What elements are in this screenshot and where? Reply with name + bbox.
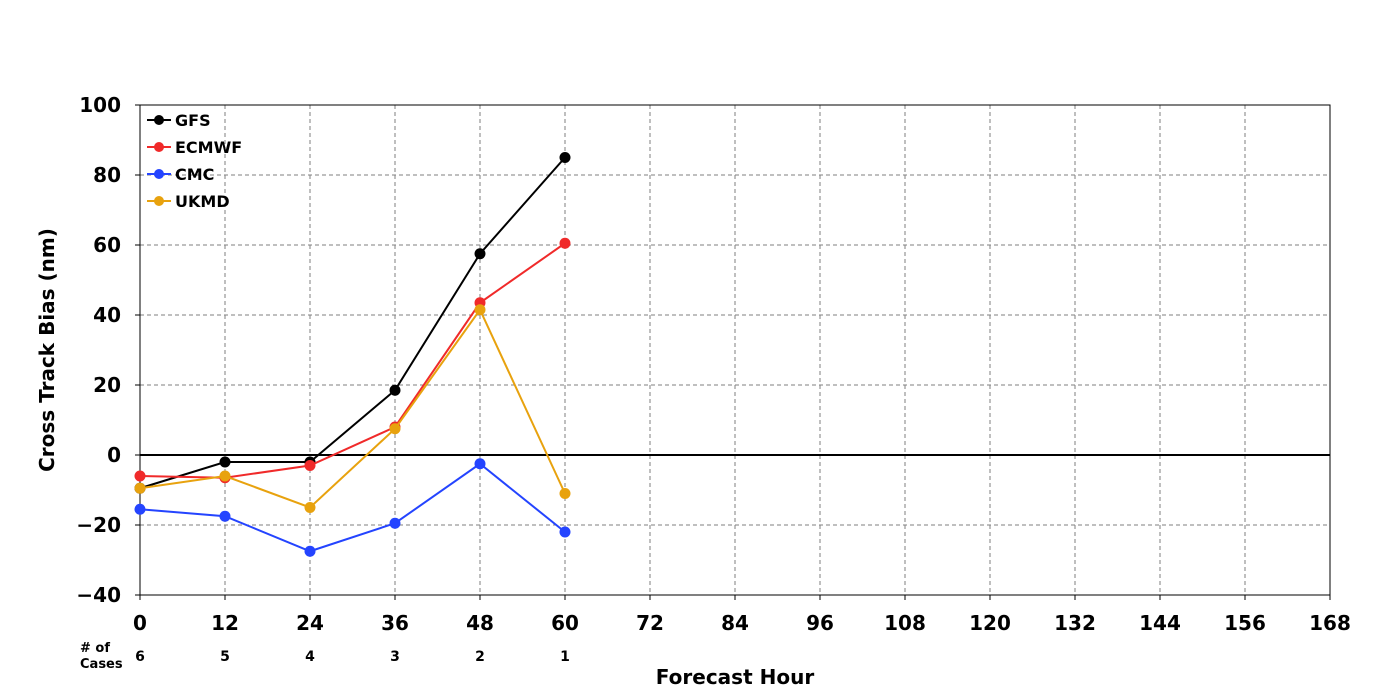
series-line-ecmwf [139,242,566,479]
case-count: 4 [305,649,315,665]
x-tick-label: 24 [296,611,324,635]
data-point-ecmwf [134,470,146,482]
data-point-gfs [559,152,571,163]
data-point-gfs [219,456,231,468]
data-point-cmc [304,545,316,557]
data-point-cmc [389,517,401,529]
series-ecmwf [134,237,571,484]
data-point-ukmd [219,470,231,482]
legend-label-ecmwf: ECMWF [175,138,242,157]
y-tick-label: 60 [93,233,121,257]
y-tick-label: −40 [76,583,121,607]
legend-label-ukmd: UKMD [175,192,230,211]
x-tick-label: 84 [721,611,749,635]
data-point-cmc [559,526,571,538]
y-tick-label: 20 [93,373,121,397]
x-tick-label: 108 [884,611,926,635]
x-axis-title: Forecast Hour [656,665,815,689]
y-axis-ticks: −40 −20 0 20 40 60 80 100 [76,93,140,607]
x-tick-label: 36 [381,611,409,635]
y-tick-label: 80 [93,163,121,187]
series-line-gfs [139,156,566,490]
x-axis-ticks: 0 12 24 36 48 60 72 84 96 108 120 132 144 156 168 [133,595,1351,635]
series-line-ukmd [139,307,566,509]
y-tick-label: 40 [93,303,121,327]
x-tick-label: 72 [636,611,664,635]
legend-item-cmc: CMC [147,165,214,184]
data-point-ukmd [134,482,146,494]
y-axis-title: Cross Track Bias (nm) [35,228,59,472]
x-tick-label: 0 [133,611,147,635]
legend-marker-ukmd [154,196,164,206]
x-tick-label: 156 [1224,611,1266,635]
x-tick-label: 12 [211,611,239,635]
legend: GFS ECMWF CMC UKMD [147,111,242,211]
case-count: 6 [135,649,145,665]
data-point-ukmd [389,423,401,435]
cases-label-line2: Cases [80,657,123,672]
y-tick-label: 0 [107,443,121,467]
y-tick-label: −20 [76,513,121,537]
legend-item-ukmd: UKMD [147,192,230,211]
cases-label-line1: # of [80,641,110,656]
legend-marker-gfs [154,115,164,125]
legend-label-gfs: GFS [175,111,211,130]
series-layer [134,152,571,557]
series-ukmd [134,304,571,513]
grid-lines [140,105,1330,595]
case-count: 3 [390,649,400,665]
case-count: 1 [560,649,570,665]
legend-item-ecmwf: ECMWF [147,138,242,157]
data-point-gfs [389,384,401,396]
series-line-cmc [139,462,566,553]
x-tick-label: 132 [1054,611,1096,635]
legend-label-cmc: CMC [175,165,214,184]
data-point-ukmd [474,304,486,316]
x-tick-label: 120 [969,611,1011,635]
data-point-ukmd [559,488,571,499]
data-point-cmc [134,503,146,515]
cases-row: # of Cases 6 5 4 3 2 1 [80,641,570,672]
case-count: 2 [475,649,485,665]
legend-marker-ecmwf [154,142,164,152]
case-count: 5 [220,649,230,665]
x-tick-label: 96 [806,611,834,635]
data-point-cmc [219,510,231,522]
x-tick-label: 60 [551,611,579,635]
x-tick-label: 144 [1139,611,1181,635]
data-point-ukmd [304,502,316,513]
x-tick-label: 48 [466,611,494,635]
data-point-ecmwf [304,460,316,471]
data-point-cmc [474,458,486,470]
y-tick-label: 100 [79,93,121,117]
legend-marker-cmc [154,169,164,179]
x-tick-label: 168 [1309,611,1351,635]
series-cmc [134,458,571,557]
legend-item-gfs: GFS [147,111,211,130]
data-point-gfs [474,248,486,260]
data-point-ecmwf [559,237,571,249]
